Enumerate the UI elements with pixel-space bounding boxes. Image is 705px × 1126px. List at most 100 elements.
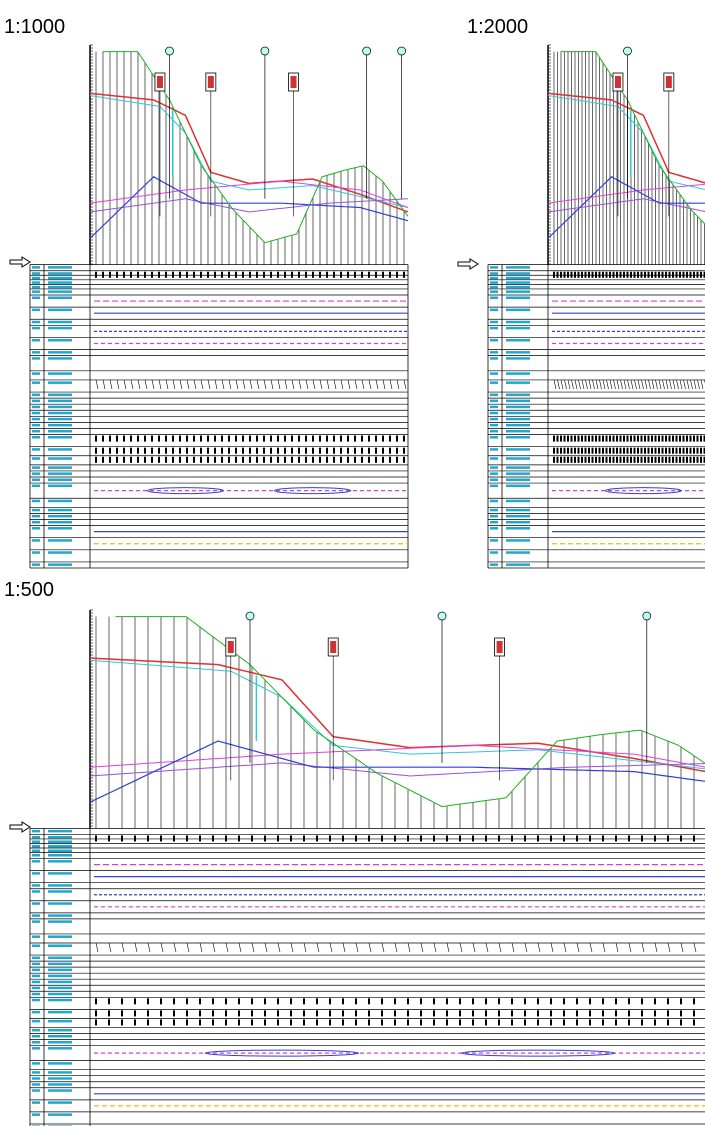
row-label bbox=[48, 406, 72, 409]
cell-mark bbox=[121, 1010, 123, 1016]
cell-mark bbox=[147, 1010, 149, 1016]
row-label bbox=[48, 418, 72, 421]
cell-mark bbox=[263, 448, 265, 454]
row-label bbox=[490, 351, 498, 354]
cell-mark bbox=[654, 1010, 656, 1016]
cell-mark bbox=[697, 436, 699, 442]
row-label bbox=[506, 406, 530, 409]
row-label bbox=[32, 351, 40, 354]
cell-mark bbox=[676, 436, 678, 442]
marker bbox=[643, 612, 651, 620]
cell-mark bbox=[578, 448, 580, 454]
cell-mark bbox=[676, 272, 678, 278]
row-label bbox=[506, 424, 530, 427]
cell-mark bbox=[641, 998, 643, 1004]
cell-mark bbox=[563, 1010, 565, 1016]
cell-mark bbox=[615, 1019, 617, 1025]
cell-mark bbox=[634, 436, 636, 442]
sign-fill bbox=[157, 76, 163, 88]
cell-mark bbox=[560, 436, 562, 442]
cell-mark bbox=[658, 457, 660, 463]
cell-mark bbox=[511, 998, 513, 1004]
row-label bbox=[48, 400, 72, 403]
row-label bbox=[490, 309, 498, 312]
row-label bbox=[32, 850, 40, 853]
cell-mark bbox=[263, 457, 265, 463]
row-label bbox=[48, 902, 72, 905]
cell-mark bbox=[485, 998, 487, 1004]
row-label bbox=[32, 521, 40, 524]
cell-mark bbox=[634, 272, 636, 278]
cell-mark bbox=[581, 448, 583, 454]
cell-mark bbox=[200, 272, 202, 278]
cell-mark bbox=[144, 457, 146, 463]
row-label bbox=[48, 957, 72, 960]
row-label bbox=[506, 296, 530, 299]
cell-mark bbox=[563, 998, 565, 1004]
cell-mark bbox=[606, 272, 608, 278]
cell-mark bbox=[665, 457, 667, 463]
cell-mark bbox=[158, 448, 160, 454]
row-label bbox=[48, 372, 72, 375]
cell-mark bbox=[407, 1010, 409, 1016]
row-label bbox=[32, 981, 40, 984]
cell-mark bbox=[368, 835, 370, 841]
cell-mark bbox=[193, 457, 195, 463]
cell-mark bbox=[212, 1010, 214, 1016]
cell-mark bbox=[225, 835, 227, 841]
cell-mark bbox=[644, 436, 646, 442]
cell-mark bbox=[623, 436, 625, 442]
row-label bbox=[48, 521, 72, 524]
cell-mark bbox=[368, 457, 370, 463]
cell-mark bbox=[648, 436, 650, 442]
row-label bbox=[490, 281, 498, 284]
cell-mark bbox=[284, 272, 286, 278]
cell-mark bbox=[623, 457, 625, 463]
row-label bbox=[48, 472, 72, 475]
row-label bbox=[32, 902, 40, 905]
cell-mark bbox=[303, 1010, 305, 1016]
cell-mark bbox=[361, 457, 363, 463]
cell-mark bbox=[179, 272, 181, 278]
cell-mark bbox=[326, 436, 328, 442]
row-label bbox=[48, 840, 72, 843]
cell-mark bbox=[446, 835, 448, 841]
row-label bbox=[32, 836, 40, 839]
row-label bbox=[506, 357, 530, 360]
row-label bbox=[48, 327, 72, 330]
cell-mark bbox=[116, 457, 118, 463]
cell-mark bbox=[641, 1010, 643, 1016]
cell-mark bbox=[264, 1010, 266, 1016]
cell-mark bbox=[186, 272, 188, 278]
cell-mark bbox=[537, 835, 539, 841]
cell-mark bbox=[319, 436, 321, 442]
cell-mark bbox=[609, 272, 611, 278]
cell-mark bbox=[228, 457, 230, 463]
cell-mark bbox=[655, 436, 657, 442]
row-label bbox=[48, 527, 72, 530]
row-label bbox=[32, 1047, 40, 1050]
row-label bbox=[48, 485, 72, 488]
cell-mark bbox=[95, 1010, 97, 1016]
cad-drawing: 1:1000 1:2000 1:500 bbox=[0, 0, 705, 1126]
cell-mark bbox=[134, 1010, 136, 1016]
row-label bbox=[32, 457, 40, 460]
row-label bbox=[490, 527, 498, 530]
row-label bbox=[32, 1077, 40, 1080]
cell-mark bbox=[602, 457, 604, 463]
row-label bbox=[48, 975, 72, 978]
cell-mark bbox=[238, 1010, 240, 1016]
cell-mark bbox=[123, 448, 125, 454]
cell-mark bbox=[347, 436, 349, 442]
cell-mark bbox=[298, 272, 300, 278]
row-label bbox=[32, 327, 40, 330]
cell-mark bbox=[102, 272, 104, 278]
cell-mark bbox=[381, 1010, 383, 1016]
sign-fill bbox=[208, 76, 214, 88]
row-label bbox=[506, 515, 530, 518]
cell-mark bbox=[290, 1010, 292, 1016]
cell-mark bbox=[459, 1010, 461, 1016]
cell-mark bbox=[221, 272, 223, 278]
cell-mark bbox=[316, 835, 318, 841]
row-label bbox=[48, 357, 72, 360]
